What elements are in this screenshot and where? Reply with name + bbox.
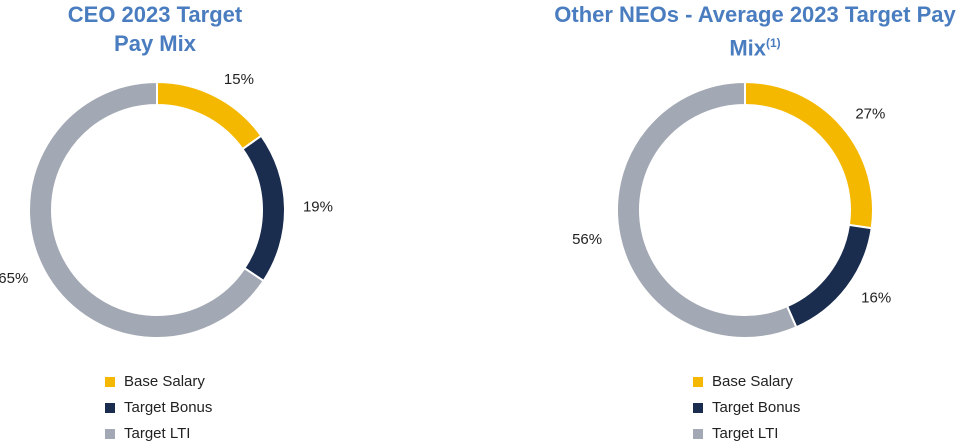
chart-title: CEO 2023 Target Pay Mix bbox=[67, 2, 243, 56]
legend-swatch bbox=[693, 403, 703, 413]
legend-label: Base Salary bbox=[124, 373, 205, 390]
data-label: 27% bbox=[855, 105, 885, 122]
chart-title-box: Other NEOs - Average 2023 Target Pay Mix… bbox=[550, 0, 960, 62]
data-label: 15% bbox=[224, 71, 254, 88]
legend-swatch bbox=[105, 403, 115, 413]
donut-segment bbox=[744, 80, 874, 230]
legend-label: Base Salary bbox=[712, 373, 793, 390]
donut-segment bbox=[241, 134, 286, 283]
data-label: 19% bbox=[303, 199, 333, 216]
legend-label: Target Bonus bbox=[124, 399, 212, 416]
legend-label: Target LTI bbox=[124, 425, 190, 442]
legend-swatch bbox=[105, 377, 115, 387]
legend-label: Target LTI bbox=[712, 425, 778, 442]
donut-segment bbox=[785, 223, 873, 329]
data-label: 56% bbox=[572, 231, 602, 248]
donut-segment bbox=[28, 80, 265, 339]
data-label: 65% bbox=[0, 270, 28, 287]
legend-swatch bbox=[693, 429, 703, 439]
legend-label: Target Bonus bbox=[712, 399, 800, 416]
donut-segment bbox=[616, 80, 798, 339]
legend-swatch bbox=[693, 377, 703, 387]
chart-title: Other NEOs - Average 2023 Target Pay Mix bbox=[554, 2, 956, 61]
donut-segment bbox=[156, 80, 263, 151]
data-label: 16% bbox=[861, 289, 891, 306]
legend-swatch bbox=[105, 429, 115, 439]
chart-title-box: CEO 2023 Target Pay Mix bbox=[55, 0, 255, 58]
title-note: (1) bbox=[766, 36, 781, 50]
